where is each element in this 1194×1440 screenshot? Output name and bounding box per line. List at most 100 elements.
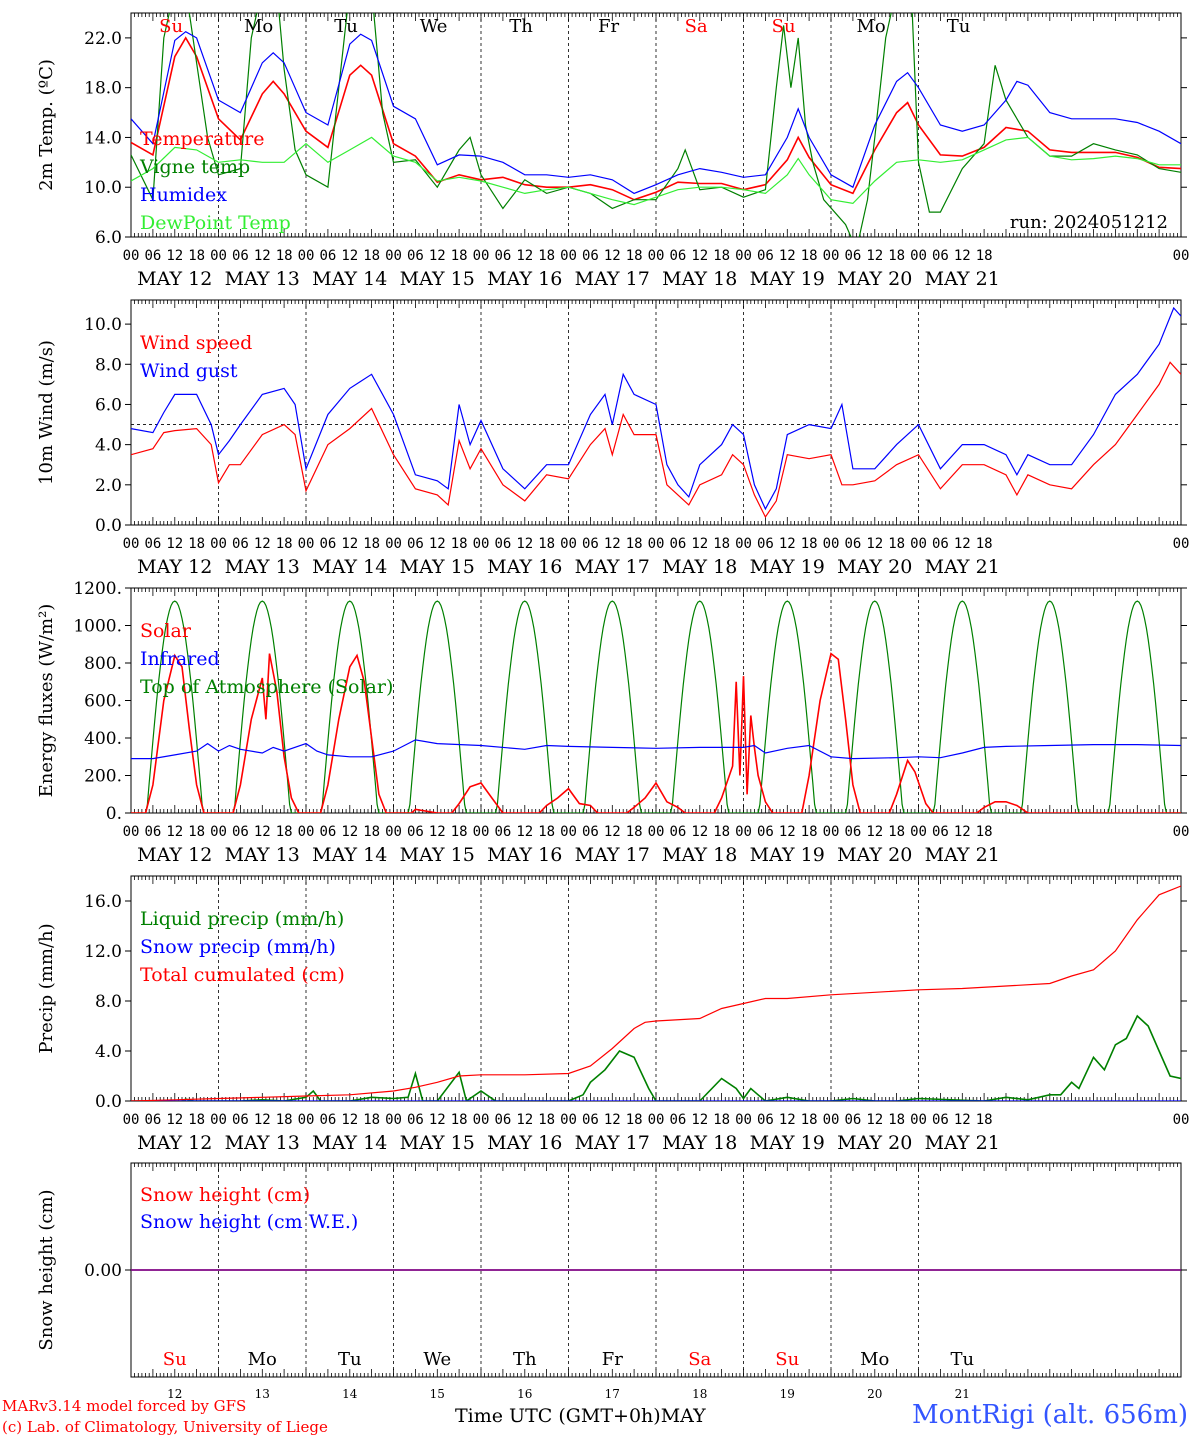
hour-tick-label: 00 xyxy=(560,1112,577,1128)
hour-tick-label: 06 xyxy=(407,824,424,840)
hour-tick-label: 06 xyxy=(407,248,424,264)
hour-tick-label: 18 xyxy=(713,1112,730,1128)
y-tick-label: 200. xyxy=(84,767,122,787)
date-label: MAY 12 xyxy=(137,1132,212,1154)
hour-tick-label: 18 xyxy=(626,248,643,264)
hour-tick-label: 12 xyxy=(604,824,621,840)
hour-tick-label: 18 xyxy=(363,248,380,264)
y-tick-label: 2.0 xyxy=(95,476,122,496)
hour-tick-label: 00 xyxy=(823,1112,840,1128)
hour-tick-label: 00 xyxy=(210,824,227,840)
series-line-liquid-precip-mm-h- xyxy=(131,1014,1181,1101)
hour-tick-label: 12 xyxy=(954,248,971,264)
weekday-label: We xyxy=(423,1349,451,1370)
hour-tick-label: 00 xyxy=(473,536,490,552)
date-label: MAY 20 xyxy=(837,556,912,578)
weekday-label: Su xyxy=(772,16,796,37)
legend-entry: Snow height (cm W.E.) xyxy=(140,1211,358,1233)
hour-tick-label: 06 xyxy=(844,1112,861,1128)
series-line-temperature xyxy=(131,36,1181,201)
weekday-label: Tu xyxy=(338,1349,362,1370)
hour-tick-label: 06 xyxy=(319,824,336,840)
date-label: MAY 13 xyxy=(225,1132,300,1154)
hour-tick-label: 12 xyxy=(516,536,533,552)
hour-tick-label: 00 xyxy=(123,536,140,552)
date-label: MAY 12 xyxy=(137,844,212,866)
hour-tick-label: 18 xyxy=(888,248,905,264)
hour-tick-label: 06 xyxy=(407,536,424,552)
hour-tick-label: 12 xyxy=(866,536,883,552)
date-label: MAY 17 xyxy=(575,556,650,578)
hour-tick-label: 18 xyxy=(363,1112,380,1128)
date-label: MAY 13 xyxy=(225,268,300,290)
hour-tick-label: 12 xyxy=(516,248,533,264)
panel-1-hour-ticks xyxy=(130,13,1182,237)
hour-tick-label: 18 xyxy=(276,248,293,264)
hour-tick-label: 18 xyxy=(276,1112,293,1128)
hour-tick-label: 18 xyxy=(976,248,993,264)
time-axis-title: Time UTC (GMT+0h)MAY xyxy=(455,1405,706,1427)
hour-tick-label: 18 xyxy=(888,1112,905,1128)
hour-tick-label: 00 xyxy=(385,1112,402,1128)
hour-tick-label: 00 xyxy=(473,1112,490,1128)
run-label: run: 2024051212 xyxy=(1010,212,1168,233)
y-tick-label: 600. xyxy=(84,692,122,712)
hour-tick-label: 00 xyxy=(560,536,577,552)
hour-tick-label: 06 xyxy=(494,1112,511,1128)
hour-tick-label: 12 xyxy=(429,824,446,840)
hour-tick-label: 06 xyxy=(232,248,249,264)
date-label: MAY 21 xyxy=(925,844,1000,866)
y-tick-label: 400. xyxy=(84,729,122,749)
panel-2-frame xyxy=(130,299,1182,526)
time-axis-title-text: Time UTC (GMT+0h) xyxy=(455,1405,661,1427)
hour-tick-label: 06 xyxy=(669,248,686,264)
date-label: MAY 16 xyxy=(487,844,562,866)
hour-tick-label: 12 xyxy=(691,1112,708,1128)
hour-tick-label: 18 xyxy=(188,824,205,840)
weekday-label: Mo xyxy=(248,1349,277,1370)
y-tick-label: 18.0 xyxy=(84,79,122,99)
series-line-wind-speed xyxy=(131,361,1181,519)
weekday-label: We xyxy=(420,16,448,37)
hour-tick-label: 06 xyxy=(932,248,949,264)
legend-entry: Infrared xyxy=(140,648,220,670)
hour-tick-label: 18 xyxy=(801,248,818,264)
hour-tick-label: 12 xyxy=(166,824,183,840)
hour-tick-label: 12 xyxy=(166,1112,183,1128)
hour-tick-label: 06 xyxy=(144,536,161,552)
day-number-label: 20 xyxy=(867,1387,882,1401)
hour-tick-label: 00 xyxy=(385,824,402,840)
hour-tick-label: 00 xyxy=(210,1112,227,1128)
weekday-label: Su xyxy=(163,1349,187,1370)
legend-entry: Solar xyxy=(140,620,192,642)
series-line-wind-gust xyxy=(131,306,1181,511)
hour-tick-label: 06 xyxy=(582,536,599,552)
date-label: MAY 12 xyxy=(137,268,212,290)
date-label: MAY 15 xyxy=(400,268,475,290)
y-tick-label: 16.0 xyxy=(84,892,122,912)
hour-tick-label: 12 xyxy=(779,248,796,264)
legend-entry: Snow precip (mm/h) xyxy=(140,936,336,958)
y-tick-label: 1000. xyxy=(73,617,122,637)
date-label: MAY 17 xyxy=(575,844,650,866)
hour-tick-label: 00 xyxy=(1173,1112,1190,1128)
day-number-label: 18 xyxy=(692,1387,707,1401)
series-line-vigne-temp xyxy=(131,13,1181,237)
hour-tick-label: 12 xyxy=(954,536,971,552)
hour-tick-label: 18 xyxy=(976,536,993,552)
hour-tick-label: 00 xyxy=(1173,248,1190,264)
hour-tick-label: 18 xyxy=(538,248,555,264)
hour-tick-label: 12 xyxy=(341,536,358,552)
hour-tick-label: 12 xyxy=(166,536,183,552)
hour-tick-label: 12 xyxy=(866,1112,883,1128)
hour-tick-label: 18 xyxy=(801,536,818,552)
y-tick-label: 4.0 xyxy=(95,1042,122,1062)
day-number-label: 14 xyxy=(342,1387,358,1401)
hour-tick-label: 00 xyxy=(473,824,490,840)
hour-tick-label: 18 xyxy=(188,536,205,552)
y-tick-label: 0. xyxy=(106,804,122,824)
weekday-label: Su xyxy=(159,16,183,37)
hour-tick-label: 00 xyxy=(1173,536,1190,552)
y-tick-label: 8.0 xyxy=(95,355,122,375)
hour-tick-label: 18 xyxy=(713,536,730,552)
